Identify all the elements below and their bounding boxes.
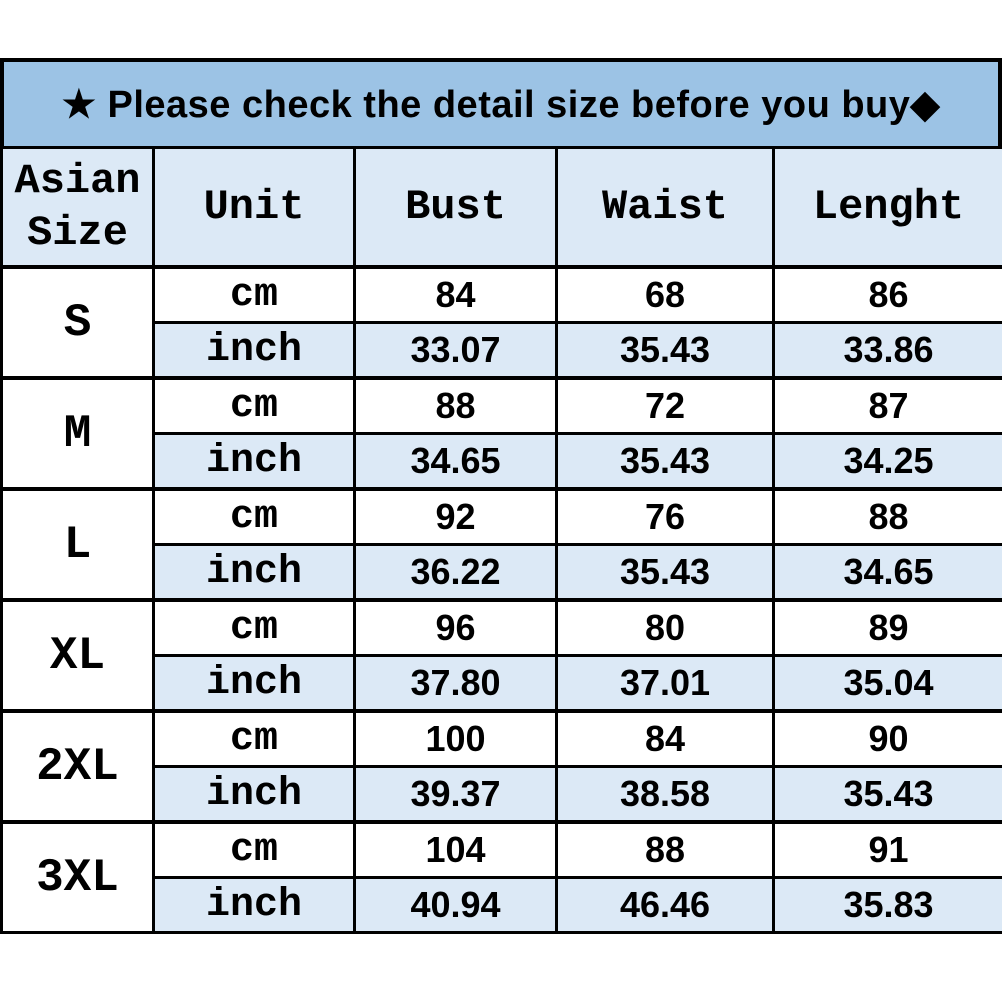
unit-inch: inch: [152, 654, 356, 713]
value-cell: 100: [353, 709, 558, 768]
size-label-s: S: [0, 265, 155, 380]
table-row: inch 36.22 35.43 34.65: [2, 543, 1002, 602]
value-cell: 88: [555, 820, 775, 879]
value-cell: 88: [772, 487, 1002, 546]
table-row: 2XL cm 100 84 90: [0, 709, 1002, 824]
value-cell: 90: [772, 709, 1002, 768]
table-row: inch 34.65 35.43 34.25: [2, 432, 1002, 491]
value-cell: 92: [353, 487, 558, 546]
header-asian-size: Asian Size: [0, 146, 155, 269]
value-cell: 88: [353, 376, 558, 435]
table-row: L cm 92 76 88: [0, 487, 1002, 602]
size-label-xl: XL: [0, 598, 155, 713]
value-cell: 34.65: [772, 543, 1002, 602]
value-cell: 76: [555, 487, 775, 546]
value-cell: 33.07: [353, 321, 558, 380]
value-cell: 72: [555, 376, 775, 435]
unit-cm: cm: [152, 709, 356, 768]
value-cell: 89: [772, 598, 1002, 657]
unit-cm: cm: [152, 265, 356, 324]
value-cell: 35.43: [772, 765, 1002, 824]
notice-banner-text: ★ Please check the detail size before yo…: [61, 83, 941, 126]
value-cell: 80: [555, 598, 775, 657]
table-row: inch 33.07 35.43 33.86: [2, 321, 1002, 380]
value-cell: 40.94: [353, 876, 558, 934]
value-cell: 36.22: [353, 543, 558, 602]
table-row: 3XL cm 104 88 91: [0, 820, 1002, 934]
unit-inch: inch: [152, 432, 356, 491]
value-cell: 35.43: [555, 543, 775, 602]
value-cell: 35.43: [555, 321, 775, 380]
size-table: Asian Size Unit Bust Waist Lenght S cm 8…: [0, 146, 1002, 934]
value-cell: 35.83: [772, 876, 1002, 934]
table-row: inch 39.37 38.58 35.43: [2, 765, 1002, 824]
table-row: M cm 88 72 87: [0, 376, 1002, 491]
header-row: Asian Size Unit Bust Waist Lenght: [0, 146, 1002, 269]
unit-inch: inch: [152, 543, 356, 602]
unit-inch: inch: [152, 765, 356, 824]
table-row: S cm 84 68 86: [0, 265, 1002, 380]
size-label-2xl: 2XL: [0, 709, 155, 824]
size-label-3xl: 3XL: [0, 820, 155, 934]
value-cell: 86: [772, 265, 1002, 324]
header-waist: Waist: [555, 146, 775, 269]
value-cell: 91: [772, 820, 1002, 879]
value-cell: 104: [353, 820, 558, 879]
unit-cm: cm: [152, 820, 356, 879]
size-label-m: M: [0, 376, 155, 491]
value-cell: 38.58: [555, 765, 775, 824]
unit-cm: cm: [152, 598, 356, 657]
value-cell: 37.01: [555, 654, 775, 713]
value-cell: 84: [555, 709, 775, 768]
value-cell: 34.65: [353, 432, 558, 491]
value-cell: 96: [353, 598, 558, 657]
value-cell: 34.25: [772, 432, 1002, 491]
header-lenght: Lenght: [772, 146, 1002, 269]
value-cell: 68: [555, 265, 775, 324]
table-row: inch 37.80 37.01 35.04: [2, 654, 1002, 713]
table-row: inch 40.94 46.46 35.83: [2, 876, 1002, 934]
value-cell: 39.37: [353, 765, 558, 824]
notice-banner: ★ Please check the detail size before yo…: [0, 58, 1002, 146]
value-cell: 35.43: [555, 432, 775, 491]
value-cell: 46.46: [555, 876, 775, 934]
header-unit: Unit: [152, 146, 356, 269]
size-label-l: L: [0, 487, 155, 602]
unit-cm: cm: [152, 487, 356, 546]
unit-cm: cm: [152, 376, 356, 435]
table-row: XL cm 96 80 89: [0, 598, 1002, 713]
value-cell: 87: [772, 376, 1002, 435]
unit-inch: inch: [152, 876, 356, 934]
value-cell: 37.80: [353, 654, 558, 713]
value-cell: 84: [353, 265, 558, 324]
value-cell: 33.86: [772, 321, 1002, 380]
header-bust: Bust: [353, 146, 558, 269]
value-cell: 35.04: [772, 654, 1002, 713]
unit-inch: inch: [152, 321, 356, 380]
